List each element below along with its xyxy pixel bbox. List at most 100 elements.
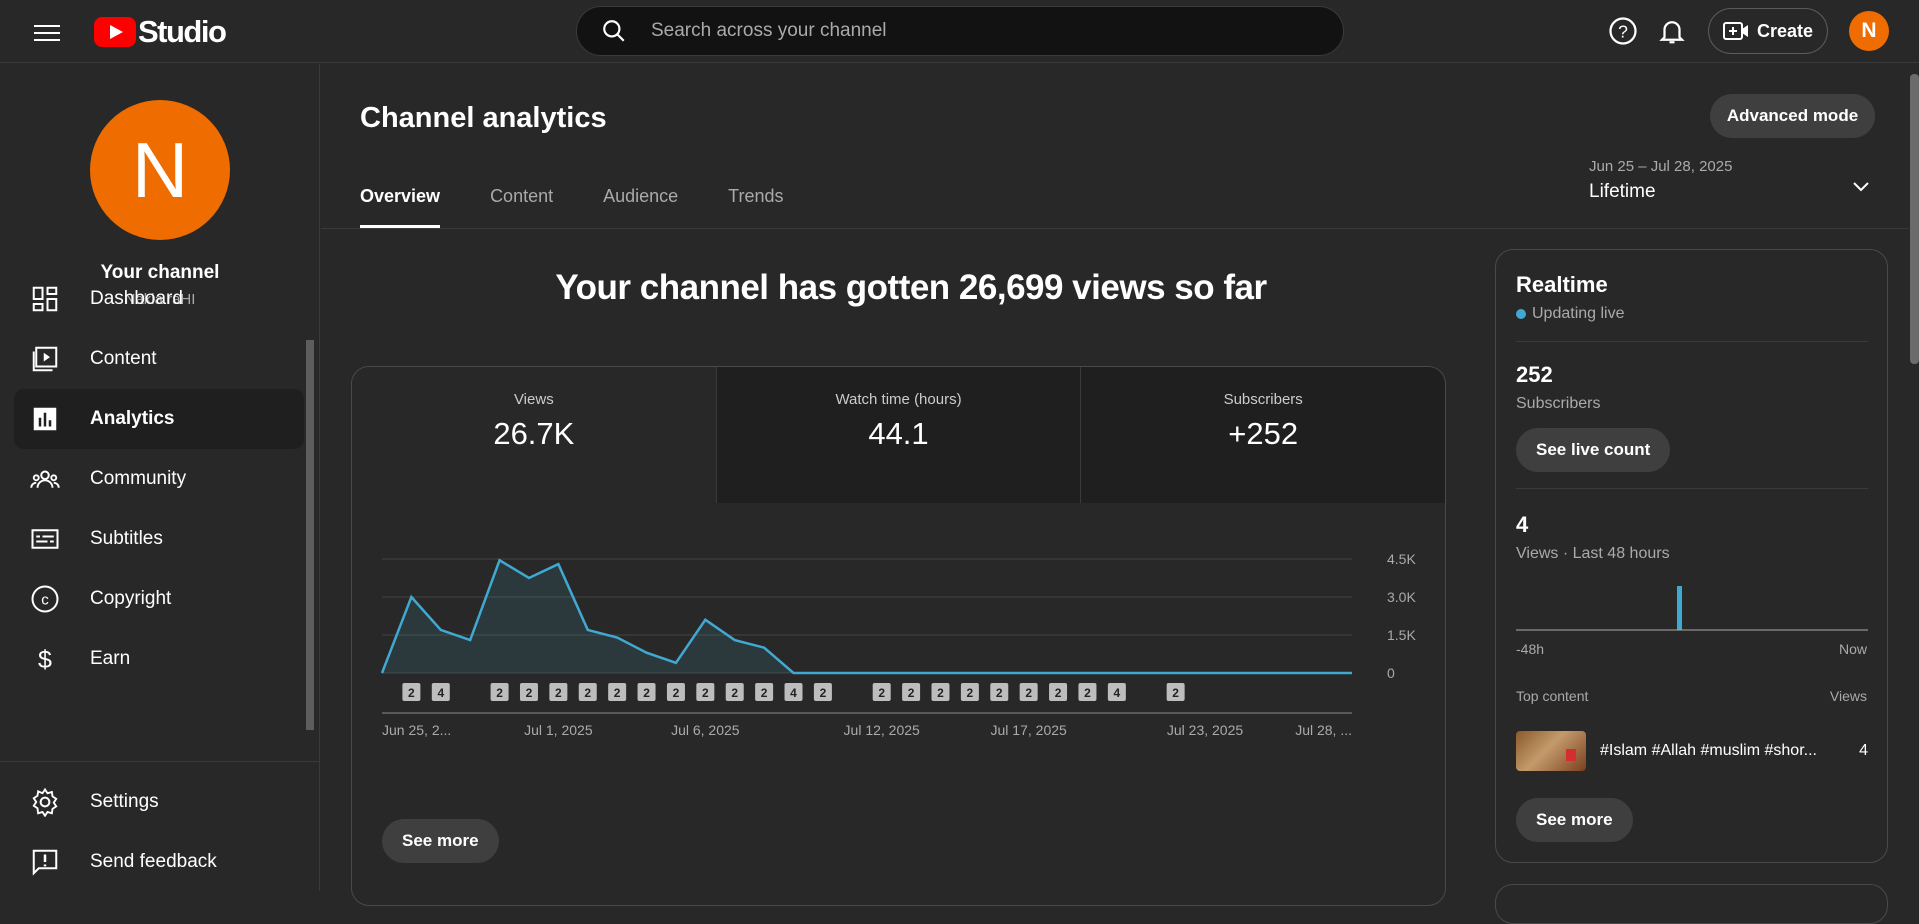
metric-views[interactable]: Views 26.7K (352, 367, 716, 503)
channel-handle: Nakia raHI (124, 291, 196, 308)
metric-label: Views (513, 391, 554, 408)
tab-audience[interactable]: Audience (603, 186, 679, 206)
upload-marker-label: 2 (702, 686, 709, 700)
upload-marker (755, 683, 774, 701)
sidebar-item-earn[interactable]: $ Earn (14, 629, 304, 689)
sidebar-item-community[interactable]: Community (14, 449, 304, 509)
top-content-item[interactable]: #Islam #Allah #muslim #shor... 4 (1516, 729, 1868, 773)
sidebar-item-label: Copyright (90, 588, 172, 609)
views-column-label: Views (1829, 688, 1867, 704)
help-icon[interactable]: ? (1608, 16, 1638, 46)
data-point (1027, 672, 1030, 675)
sidebar-item-send-feedback[interactable]: Send feedback (14, 832, 304, 892)
upload-marker-label: 2 (820, 686, 827, 700)
x-tick-label: Jul 6, 2025 (671, 722, 740, 738)
upload-marker (431, 683, 450, 701)
advanced-mode-button[interactable]: Advanced mode (1710, 94, 1875, 138)
upload-marker-label: 2 (731, 686, 738, 700)
upload-marker (402, 683, 421, 701)
data-point (1233, 672, 1236, 675)
settings-icon (32, 787, 58, 817)
x-tick-label: Jun 25, 2... (382, 722, 451, 738)
notifications-icon[interactable] (1657, 16, 1687, 46)
youtube-logo-icon (94, 17, 136, 47)
metric-subscribers[interactable]: Subscribers +252 (1080, 367, 1445, 503)
sidebar-item-label: Subtitles (90, 528, 163, 549)
upload-marker-label: 2 (496, 686, 503, 700)
y-tick-label: 4.5K (1387, 551, 1416, 567)
analytics-tabs: Overview Content Audience Trends (360, 186, 834, 228)
data-point (733, 639, 736, 642)
sidebar-divider (0, 761, 320, 762)
search-bar[interactable] (576, 6, 1344, 56)
sidebar-item-settings[interactable]: Settings (14, 772, 304, 832)
tab-overview[interactable]: Overview (360, 186, 441, 228)
account-avatar[interactable]: N (1849, 11, 1889, 51)
upload-marker-label: 4 (437, 686, 444, 700)
tabs-divider (321, 228, 1909, 229)
sidebar-item-analytics[interactable]: Analytics (14, 389, 304, 449)
x-tick-label: Jul 12, 2025 (844, 722, 920, 738)
live-dot-icon (1516, 309, 1526, 319)
upload-marker-label: 2 (1172, 686, 1179, 700)
realtime-live-status: Updating live (1516, 305, 1625, 323)
upload-marker (578, 683, 597, 701)
search-input[interactable] (651, 20, 1251, 42)
realtime-views-chart (1516, 586, 1868, 631)
sidebar-item-subtitles[interactable]: Subtitles (14, 509, 304, 569)
sidebar-item-copyright[interactable]: c Copyright (14, 569, 304, 629)
channel-avatar[interactable]: N (90, 100, 230, 240)
metric-watch-time[interactable]: Watch time (hours) 44.1 (715, 367, 1081, 503)
upload-marker (1107, 683, 1126, 701)
divider (1516, 341, 1868, 342)
realtime-title: Realtime (1516, 272, 1608, 297)
date-range-selector[interactable]: Jun 25 – Jul 28, 2025 Lifetime (1589, 158, 1879, 218)
sidebar-item-dashboard[interactable]: Dashboard (14, 269, 304, 329)
top-content-title: #Islam #Allah #muslim #shor... (1600, 742, 1817, 759)
menu-icon[interactable] (30, 20, 64, 44)
upload-marker-label: 4 (1114, 686, 1121, 700)
top-bar: Studio ? Create N (0, 0, 1919, 63)
tab-trends[interactable]: Trends (728, 186, 784, 206)
create-button[interactable]: Create (1708, 8, 1828, 54)
studio-logo-text: Studio (138, 14, 227, 49)
tab-content[interactable]: Content (490, 186, 554, 206)
metric-tabs: Views 26.7K Watch time (hours) 44.1 Subs… (352, 367, 1445, 503)
realtime-see-more-button[interactable]: See more (1516, 798, 1633, 842)
divider (1516, 488, 1868, 489)
data-point (1057, 672, 1060, 675)
data-point (645, 651, 648, 654)
sidebar-item-content[interactable]: Content (14, 329, 304, 389)
main-content: Channel analytics Advanced mode Overview… (321, 64, 1919, 924)
studio-logo[interactable]: Studio (94, 14, 227, 50)
data-point (792, 672, 795, 675)
upload-marker-label: 2 (878, 686, 885, 700)
data-point (439, 628, 442, 631)
data-point (557, 563, 560, 566)
sidebar-scrollbar[interactable] (306, 340, 314, 730)
see-live-count-button[interactable]: See live count (1516, 428, 1671, 472)
sidebar-item-label: Community (90, 468, 187, 489)
upload-marker-label: 2 (555, 686, 562, 700)
upload-marker (813, 683, 832, 701)
subtitles-icon (31, 529, 59, 549)
date-range-dates: Jun 25 – Jul 28, 2025 (1589, 158, 1733, 175)
upload-marker (931, 683, 950, 701)
data-point (1145, 672, 1148, 675)
sidebar-item-label: Analytics (90, 408, 175, 429)
y-tick-label: 1.5K (1387, 627, 1416, 643)
upload-marker-label: 2 (908, 686, 915, 700)
data-point (1204, 672, 1207, 675)
see-more-button[interactable]: See more (382, 819, 499, 863)
upload-marker (549, 683, 568, 701)
upload-marker (872, 683, 891, 701)
data-point (851, 672, 854, 675)
channel-name: Your channel (100, 262, 220, 283)
x-tick-label: Jul 17, 2025 (991, 722, 1067, 738)
upload-marker (902, 683, 921, 701)
upload-marker (960, 683, 979, 701)
page-scrollbar[interactable] (1910, 74, 1919, 364)
create-label: Create (1756, 20, 1814, 41)
earn-icon: $ (38, 646, 52, 674)
svg-text:?: ? (1618, 21, 1628, 41)
